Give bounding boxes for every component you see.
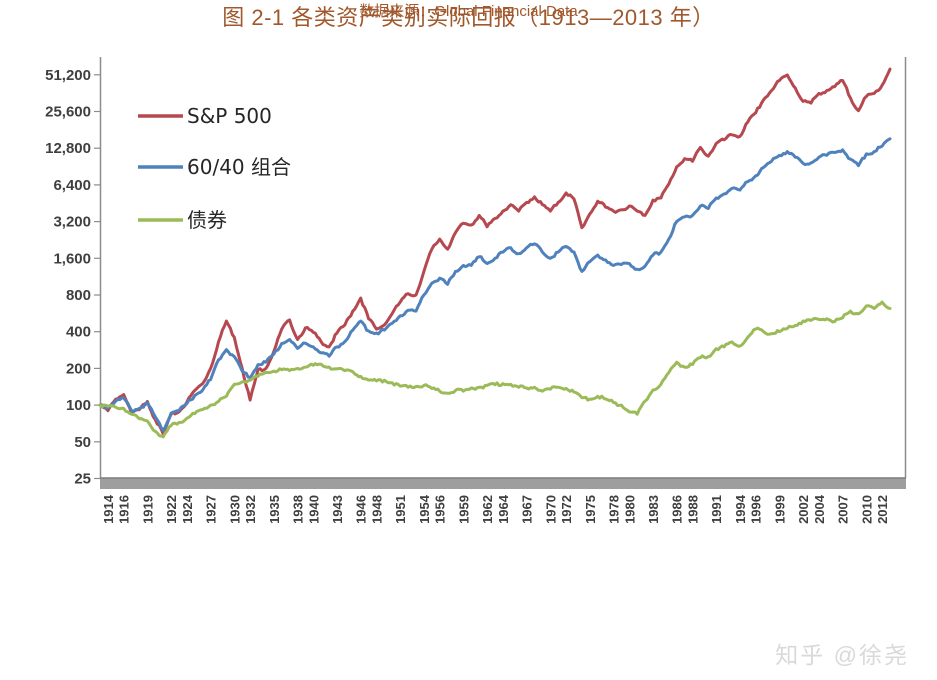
y-tick-label: 6,400 <box>53 177 91 194</box>
x-tick-label: 1956 <box>433 495 448 524</box>
y-axis: 25 50 100 200 400 800 1,600 3,200 6,400 12,800 25,… <box>45 67 100 488</box>
y-tick-label: 3,200 <box>53 214 91 231</box>
x-tick-label: 1948 <box>370 495 385 524</box>
y-tick-label: 800 <box>66 287 91 304</box>
x-tick-label: 1967 <box>520 495 535 524</box>
x-tick-label: 2007 <box>836 495 851 524</box>
x-tick-label: 1970 <box>543 495 558 524</box>
x-tick-label: 2010 <box>859 495 874 524</box>
x-tick-label: 2012 <box>875 495 890 524</box>
x-tick-label: 1975 <box>583 495 598 524</box>
chart-svg: 25 50 100 200 400 800 1,600 3,200 6,400 12,800 25,… <box>45 57 907 524</box>
x-tick-label: 1922 <box>164 495 179 524</box>
chart-title: 图 2-1 各类资产类别实际回报（1913—2013 年） <box>222 5 715 30</box>
y-tick-label: 25,600 <box>45 104 91 121</box>
x-tick-label: 1959 <box>456 495 471 524</box>
series-line-0 <box>98 67 892 436</box>
source-caption: 数据来源：Global Financial Data <box>359 3 578 20</box>
x-tick-label: 1914 <box>101 494 116 524</box>
x-tick-label: 1986 <box>670 495 685 524</box>
x-tick-label: 1943 <box>330 495 345 524</box>
x-tick-label: 1988 <box>686 495 701 524</box>
x-tick-label: 1916 <box>117 495 132 524</box>
x-tick-label: 1930 <box>227 495 242 524</box>
y-tick-label: 12,800 <box>45 140 91 157</box>
x-tick-label: 1994 <box>733 494 748 524</box>
x-tick-label: 2004 <box>812 494 827 524</box>
x-tick-label: 1924 <box>180 494 195 524</box>
x-tick-label: 1983 <box>646 495 661 524</box>
y-tick-label: 1,600 <box>53 250 91 267</box>
y-tick-label: 51,200 <box>45 67 91 84</box>
y-tick-label: 25 <box>74 471 91 488</box>
x-tick-label: 2002 <box>796 495 811 524</box>
y-tick-label: 100 <box>66 397 91 414</box>
y-tick-label: 200 <box>66 360 91 377</box>
y-tick-label: 400 <box>66 324 91 341</box>
x-tick-label: 1996 <box>749 495 764 524</box>
x-tick-label: 1938 <box>291 495 306 524</box>
x-tick-label: 1946 <box>354 495 369 524</box>
y-tick-label: 50 <box>74 434 91 451</box>
plot-frame <box>99 57 907 489</box>
legend-label-1: 60/40 组合 <box>187 155 291 179</box>
x-tick-label: 1927 <box>204 495 219 524</box>
legend-label-0: S&P 500 <box>187 104 272 128</box>
series-line-2 <box>98 300 892 439</box>
x-tick-label: 1932 <box>243 495 258 524</box>
x-tick-label: 1991 <box>709 495 724 524</box>
x-tick-label: 1978 <box>607 495 622 524</box>
series-line-1 <box>98 137 892 432</box>
x-tick-label: 1951 <box>393 495 408 524</box>
x-tick-label: 1935 <box>267 495 282 524</box>
x-tick-label: 1964 <box>496 494 511 524</box>
x-tick-label: 1999 <box>772 495 787 524</box>
legend-label-2: 债券 <box>187 208 227 232</box>
x-tick-label: 1940 <box>306 495 321 524</box>
x-tick-label: 1962 <box>480 495 495 524</box>
series-lines <box>98 67 892 439</box>
x-tick-label: 1972 <box>559 495 574 524</box>
x-axis: 1914 1916 1919 1922 1924 1927 1930 1932 1935 1938… <box>101 494 890 524</box>
x-tick-label: 1919 <box>140 495 155 524</box>
x-tick-label: 1954 <box>417 494 432 524</box>
watermark: 知乎 @徐尧 <box>775 642 909 668</box>
x-tick-label: 1980 <box>622 495 637 524</box>
